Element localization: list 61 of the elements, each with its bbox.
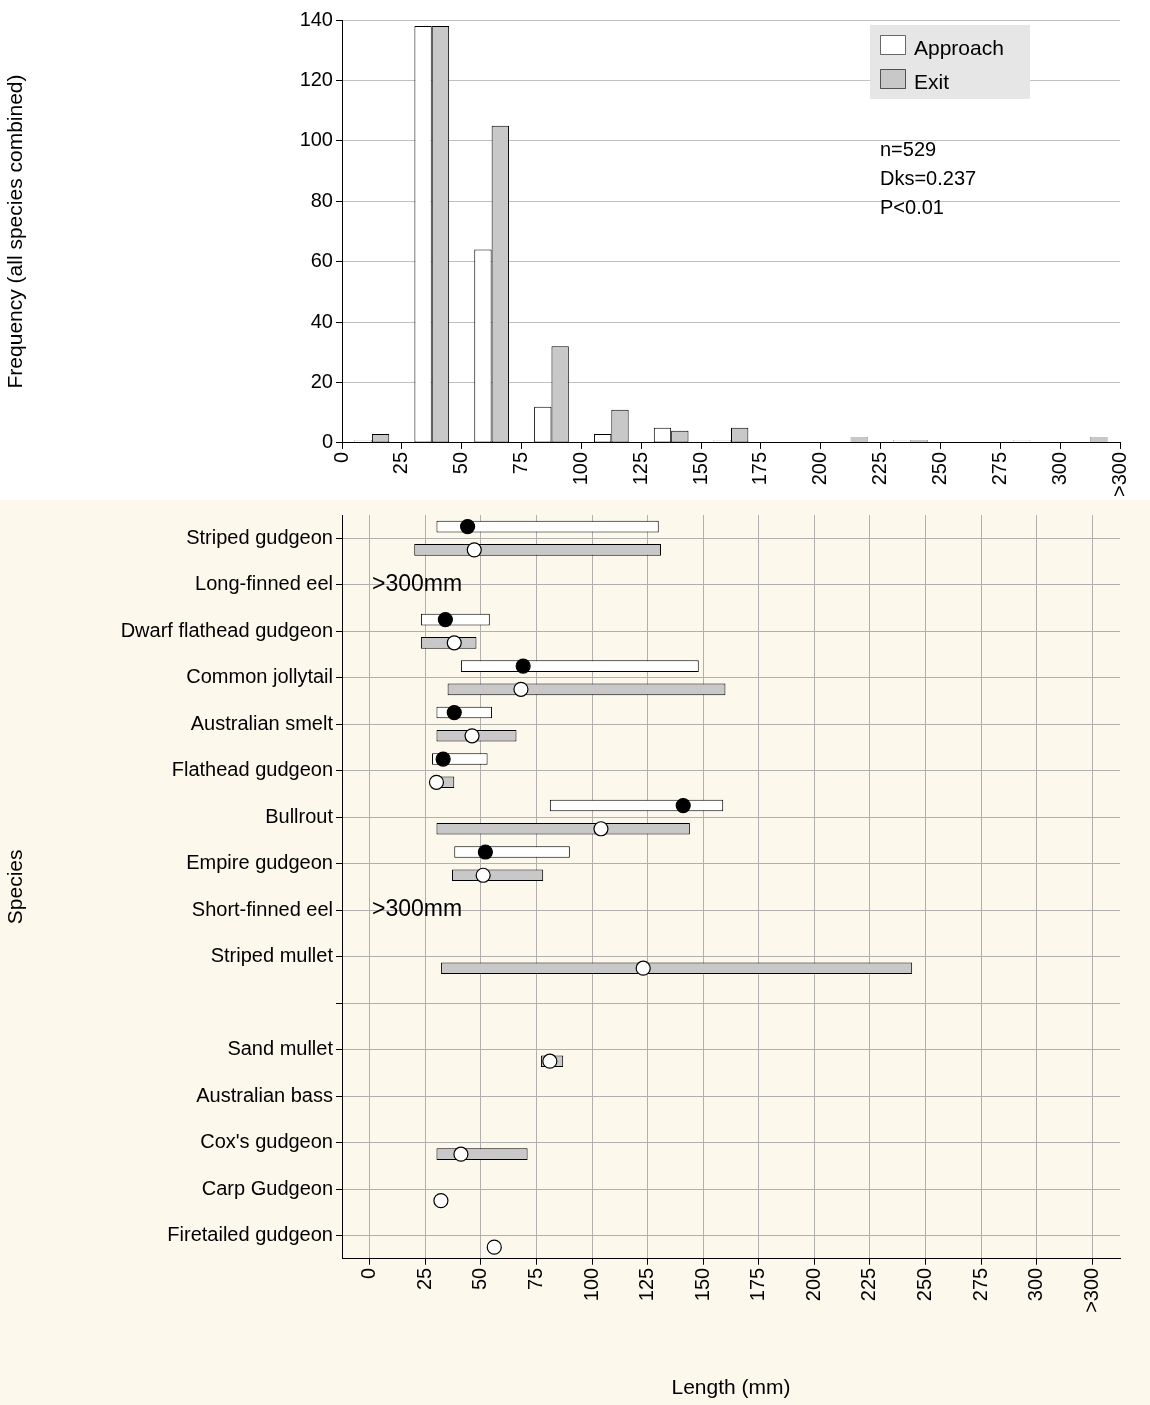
y-tick-label: Empire gudgeon — [186, 851, 333, 874]
annotation: n=529 — [880, 137, 937, 160]
y-tick-label: Cox's gudgeon — [200, 1130, 333, 1153]
x-tick-label: 250 — [913, 1267, 936, 1302]
x-tick-label: 175 — [748, 451, 771, 486]
y-tick-label: Long-finned eel — [195, 572, 333, 595]
x-tick-label: >300 — [1079, 1267, 1102, 1313]
y-tick-label: Striped mullet — [210, 944, 334, 967]
y-tick-label: 20 — [310, 370, 333, 393]
y-axis-title: Species — [3, 849, 27, 925]
x-tick-label: 250 — [927, 451, 950, 486]
x-tick-label: 0 — [357, 1267, 380, 1279]
y-tick-label: Dwarf flathead gudgeon — [120, 618, 333, 641]
y-tick-label: 120 — [299, 67, 333, 90]
x-tick-label: 75 — [524, 1267, 547, 1290]
y-tick-label: 60 — [310, 249, 333, 272]
y-tick-label: 40 — [310, 309, 333, 332]
x-tick-label: 25 — [412, 1267, 435, 1290]
annotation: >300mm — [372, 895, 463, 922]
y-tick-label: Bullrout — [265, 804, 334, 827]
x-tick-label: 225 — [857, 1267, 880, 1302]
y-tick-label: Common jollytail — [186, 665, 333, 688]
y-tick-label: Australian bass — [196, 1083, 333, 1106]
x-tick-label: 225 — [868, 451, 891, 486]
y-tick-label: 0 — [321, 430, 333, 453]
x-tick-label: 275 — [968, 1267, 991, 1302]
x-tick-label: 275 — [987, 451, 1010, 486]
y-tick-label: 80 — [310, 188, 333, 211]
x-tick-label: 125 — [635, 1267, 658, 1302]
y-tick-label: Flathead gudgeon — [171, 758, 333, 781]
y-tick-label: Firetailed gudgeon — [167, 1223, 333, 1246]
x-tick-label: 150 — [690, 1267, 713, 1302]
y-tick-label: Sand mullet — [227, 1037, 334, 1060]
annotation: >300mm — [372, 570, 463, 597]
x-tick-label: 200 — [801, 1267, 824, 1302]
x-tick-label: 150 — [688, 451, 711, 486]
x-tick-label: 50 — [449, 451, 472, 475]
y-axis-title: Frequency (all species combined) — [3, 74, 27, 389]
y-tick-label: Short-finned eel — [191, 897, 333, 920]
annotation: Dks=0.237 — [880, 166, 977, 189]
legend-label: Approach — [914, 35, 1004, 59]
x-tick-label: 125 — [628, 451, 651, 486]
x-tick-label: 50 — [468, 1267, 491, 1290]
annotation: P<0.01 — [880, 195, 944, 218]
legend-label: Exit — [914, 69, 950, 93]
y-tick-label: Australian smelt — [190, 711, 334, 734]
x-tick-label: 100 — [568, 451, 591, 486]
y-tick-label: Striped gudgeon — [186, 525, 333, 548]
x-tick-label: 25 — [389, 451, 412, 475]
x-tick-label: 75 — [509, 451, 532, 475]
y-tick-label: 140 — [299, 7, 333, 30]
x-tick-label: 100 — [579, 1267, 602, 1302]
x-tick-label: 200 — [808, 451, 831, 486]
x-tick-label: 175 — [746, 1267, 769, 1302]
x-tick-label: 300 — [1024, 1267, 1047, 1302]
x-tick-label: 300 — [1047, 451, 1070, 486]
x-tick-label: >300 — [1107, 451, 1130, 498]
y-tick-label: 100 — [299, 128, 333, 151]
y-tick-label: Carp Gudgeon — [201, 1176, 333, 1199]
x-tick-label: 0 — [329, 451, 352, 464]
x-axis-title: Length (mm) — [671, 1375, 791, 1399]
